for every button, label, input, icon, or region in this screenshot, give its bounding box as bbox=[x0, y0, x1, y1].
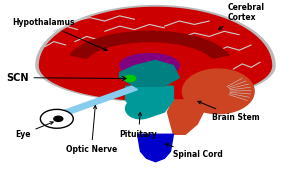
Polygon shape bbox=[60, 86, 138, 115]
Polygon shape bbox=[70, 31, 229, 58]
Circle shape bbox=[125, 75, 135, 82]
Polygon shape bbox=[120, 54, 179, 78]
Polygon shape bbox=[36, 6, 275, 102]
Polygon shape bbox=[126, 86, 173, 117]
Text: Optic Nerve: Optic Nerve bbox=[66, 105, 117, 154]
Polygon shape bbox=[138, 134, 173, 162]
Text: Hypothalamus: Hypothalamus bbox=[12, 18, 107, 51]
Text: Spinal Cord: Spinal Cord bbox=[165, 143, 223, 159]
Polygon shape bbox=[120, 61, 179, 86]
Text: SCN: SCN bbox=[6, 73, 126, 83]
Text: Pituitary: Pituitary bbox=[120, 112, 157, 139]
Text: Cerebral
Cortex: Cerebral Cortex bbox=[219, 3, 264, 29]
Text: Eye: Eye bbox=[15, 122, 53, 139]
Polygon shape bbox=[182, 69, 254, 114]
Circle shape bbox=[40, 109, 73, 128]
Polygon shape bbox=[126, 98, 155, 119]
Polygon shape bbox=[39, 7, 271, 101]
Polygon shape bbox=[167, 100, 203, 134]
Circle shape bbox=[54, 116, 63, 121]
Text: Brain Stem: Brain Stem bbox=[198, 101, 260, 122]
